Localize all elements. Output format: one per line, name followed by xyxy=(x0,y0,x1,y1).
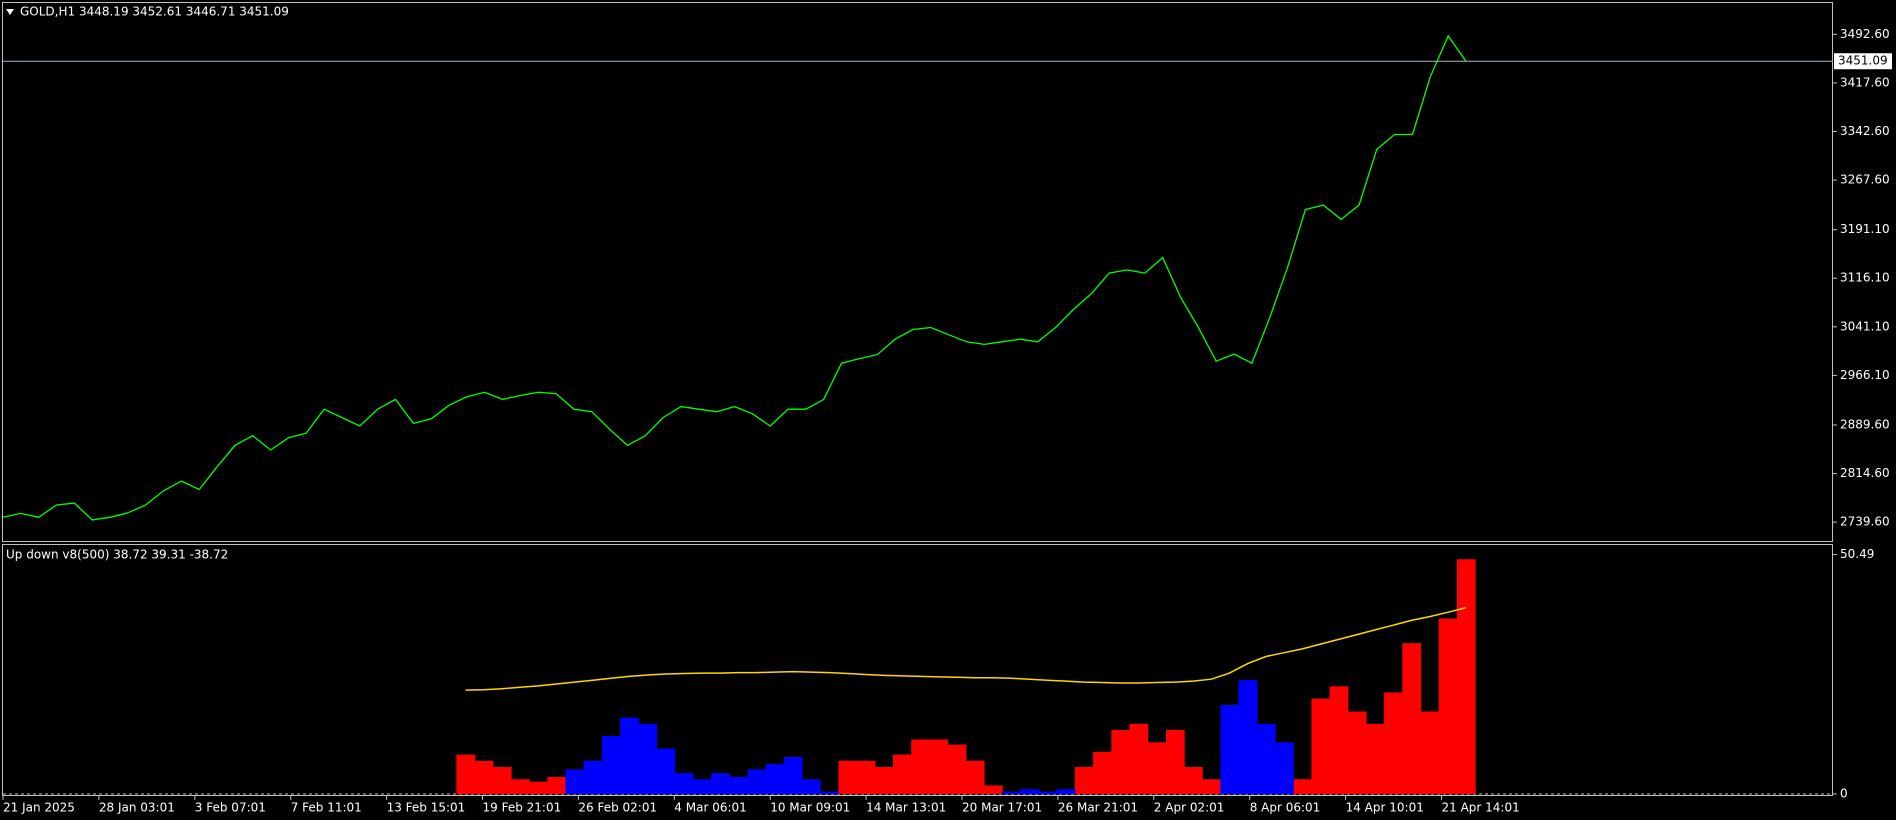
histogram-bar xyxy=(856,760,876,794)
y-tick-label: 2814.60 xyxy=(1840,466,1890,480)
y-tick-label: 3492.60 xyxy=(1840,27,1890,41)
histogram-bar xyxy=(929,739,949,794)
indicator-panel xyxy=(2,544,1833,796)
y-tick-label: 2739.60 xyxy=(1840,515,1890,529)
collapse-icon[interactable] xyxy=(6,9,14,15)
y-tick-label: 3267.60 xyxy=(1840,173,1890,187)
histogram-bar xyxy=(711,773,730,794)
x-tick-label: 14 Mar 13:01 xyxy=(866,801,946,815)
indicator-title: Up down v8(500) 38.72 39.31 -38.72 xyxy=(6,548,228,562)
price-panel xyxy=(2,2,1833,542)
histogram-bar xyxy=(802,779,821,794)
last-price-box xyxy=(1834,53,1892,70)
histogram-bar xyxy=(1129,723,1149,794)
y-tick-label: 3041.10 xyxy=(1840,319,1890,333)
histogram-bar xyxy=(838,760,858,794)
x-tick-label: 26 Mar 21:01 xyxy=(1058,801,1138,815)
histogram-bar xyxy=(1074,766,1094,794)
histogram-bar xyxy=(765,764,785,794)
histogram-bar xyxy=(1002,791,1021,794)
histogram-bar xyxy=(1329,686,1349,794)
histogram-bar xyxy=(893,754,912,794)
x-tick-label: 21 Apr 14:01 xyxy=(1442,801,1520,815)
histogram-bar xyxy=(1238,680,1258,794)
histogram-bar xyxy=(1402,643,1422,794)
histogram-bar xyxy=(1438,618,1458,794)
histogram-bar xyxy=(1020,789,1040,794)
histogram-bar xyxy=(1311,698,1331,794)
x-tick-label: 2 Apr 02:01 xyxy=(1154,801,1225,815)
histogram-bar xyxy=(1165,729,1185,794)
histogram-bar xyxy=(783,757,803,794)
histogram-bar xyxy=(1456,559,1476,794)
histogram-bar xyxy=(492,766,512,794)
histogram-bar xyxy=(983,785,1003,794)
histogram-bar xyxy=(820,791,839,794)
price-title: GOLD,H1 3448.19 3452.61 3446.71 3451.09 xyxy=(20,5,289,19)
histogram-bar xyxy=(1147,742,1167,794)
x-tick-label: 10 Mar 09:01 xyxy=(770,801,850,815)
histogram-bar xyxy=(1275,742,1294,794)
histogram-bar xyxy=(1093,751,1112,794)
histogram-bar xyxy=(583,760,603,794)
histogram-bar xyxy=(692,779,712,794)
x-tick-label: 14 Apr 10:01 xyxy=(1346,801,1424,815)
price-line xyxy=(2,34,1467,521)
y-tick-label: 50.49 xyxy=(1840,547,1874,561)
histogram-bar xyxy=(729,776,749,794)
x-tick-label: 8 Apr 06:01 xyxy=(1250,801,1321,815)
histogram-bar xyxy=(911,739,930,794)
y-tick-label: 3417.60 xyxy=(1840,75,1890,89)
histogram-bar xyxy=(1184,766,1203,794)
histogram-bar xyxy=(965,760,985,794)
y-tick-label: 2889.60 xyxy=(1840,417,1890,431)
histogram-bar xyxy=(674,773,694,794)
x-tick-label: 20 Mar 17:01 xyxy=(962,801,1042,815)
histogram-bar xyxy=(1038,791,1058,794)
x-tick-label: 26 Feb 02:01 xyxy=(578,801,657,815)
y-tick-label: 0 xyxy=(1840,787,1848,801)
x-tick-label: 19 Feb 21:01 xyxy=(483,801,562,815)
y-tick-label: 3191.10 xyxy=(1840,222,1890,236)
x-tick-label: 3 Feb 07:01 xyxy=(195,801,266,815)
y-tick-label: 3116.10 xyxy=(1840,271,1890,285)
histogram-bar xyxy=(638,723,658,794)
histogram-bar xyxy=(1366,723,1385,794)
x-tick-label: 7 Feb 11:01 xyxy=(291,801,362,815)
histogram-bar xyxy=(474,760,494,794)
histogram-bar xyxy=(511,779,530,794)
y-tick-label: 3342.60 xyxy=(1840,124,1890,138)
histogram-bar xyxy=(547,776,567,794)
x-tick-label: 13 Feb 15:01 xyxy=(387,801,466,815)
histogram-bar xyxy=(1202,779,1221,794)
x-tick-label: 4 Mar 06:01 xyxy=(674,801,747,815)
histogram-bar xyxy=(874,766,894,794)
x-tick-label: 21 Jan 2025 xyxy=(3,801,75,815)
y-tick-label: 2966.10 xyxy=(1840,368,1890,382)
histogram-bar xyxy=(1220,704,1240,794)
histogram-bar xyxy=(947,744,967,794)
histogram-bar xyxy=(1256,723,1276,794)
histogram-bar xyxy=(565,769,585,794)
histogram-bar xyxy=(1420,711,1440,794)
histogram-bar xyxy=(1056,789,1076,794)
histogram-bar xyxy=(456,754,476,794)
last-price-label: 3451.09 xyxy=(1838,54,1888,68)
histogram-bar xyxy=(747,769,767,794)
signal-line xyxy=(465,606,1467,691)
histogram-bar xyxy=(656,748,676,794)
histogram-bar xyxy=(1293,779,1312,794)
histogram-bar xyxy=(529,781,548,794)
histogram-bar xyxy=(601,736,621,794)
histogram-bar xyxy=(1347,711,1367,794)
histogram-bar xyxy=(1384,692,1403,794)
x-tick-label: 28 Jan 03:01 xyxy=(99,801,175,815)
histogram-bar xyxy=(620,717,639,794)
histogram-bar xyxy=(1111,729,1131,794)
